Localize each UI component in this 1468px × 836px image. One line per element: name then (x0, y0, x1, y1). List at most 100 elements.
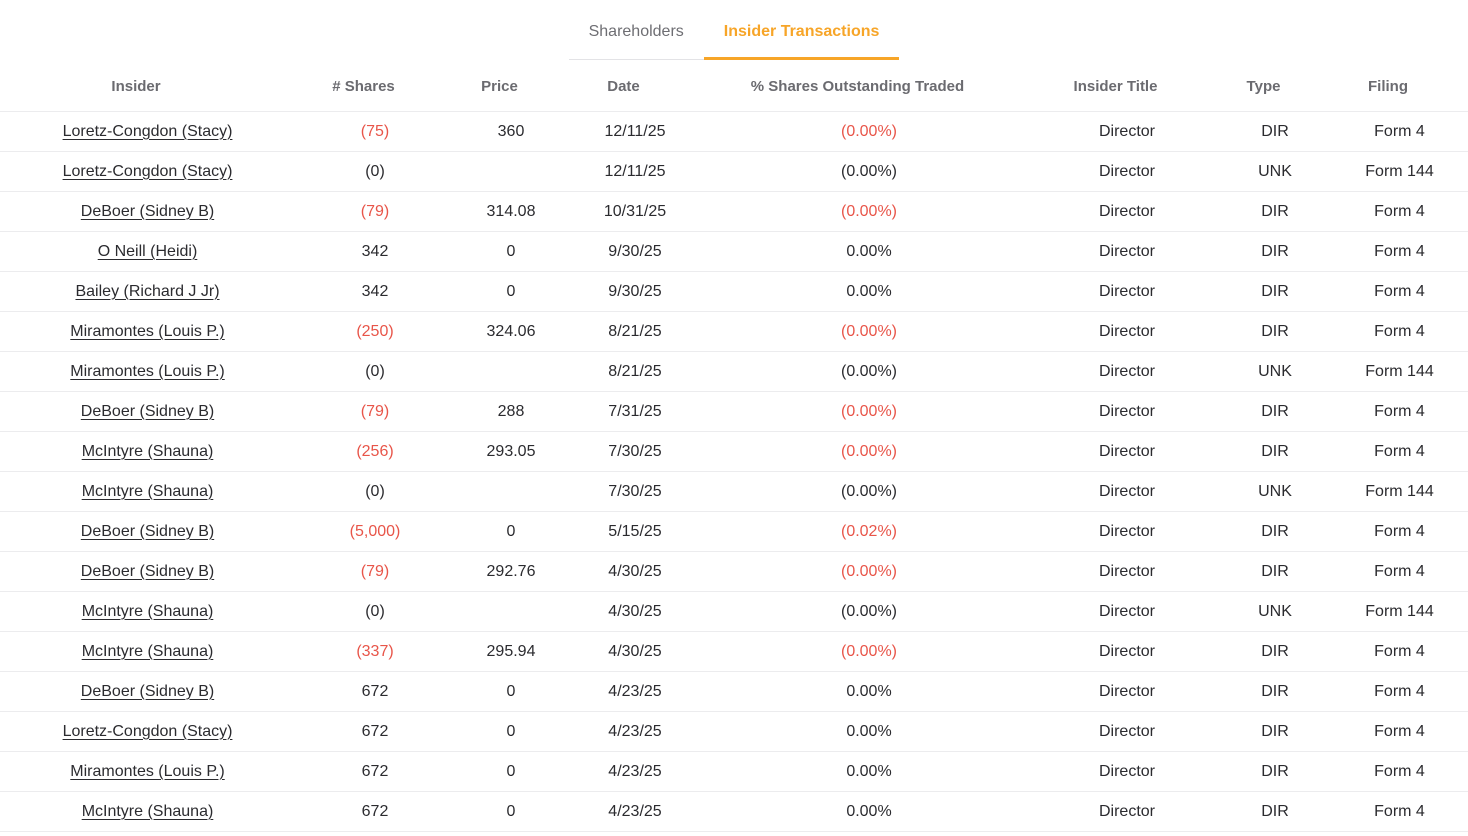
insider-title-cell: Director (1035, 751, 1219, 792)
filing-cell: Form 144 (1331, 471, 1468, 512)
insider-title-cell: Director (1035, 791, 1219, 832)
pct-outstanding-cell: (0.00%) (703, 591, 1035, 632)
insider-link[interactable]: DeBoer (Sidney B) (80, 522, 215, 540)
price-cell: 293.05 (455, 431, 567, 472)
insider-link[interactable]: Loretz-Congdon (Stacy) (62, 722, 233, 740)
price-cell: 0 (455, 671, 567, 712)
pct-outstanding-cell: (0.00%) (703, 431, 1035, 472)
shares-cell: 342 (295, 271, 455, 312)
insider-cell: Miramontes (Louis P.) (0, 311, 295, 352)
col-header-shares: # Shares (295, 60, 455, 112)
insider-title-cell: Director (1035, 511, 1219, 552)
table-row: Miramontes (Louis P.) 672 0 4/23/25 0.00% Dir… (0, 751, 1468, 792)
filing-cell: Form 4 (1331, 631, 1468, 672)
insider-title-cell: Director (1035, 671, 1219, 712)
insider-title-cell: Director (1035, 471, 1219, 512)
insider-cell: Miramontes (Louis P.) (0, 351, 295, 392)
insider-title-cell: Director (1035, 271, 1219, 312)
price-cell (455, 351, 567, 392)
tab-shareholders[interactable]: Shareholders (568, 0, 704, 60)
filing-cell: Form 4 (1331, 751, 1468, 792)
insider-link[interactable]: Loretz-Congdon (Stacy) (62, 122, 233, 140)
shares-cell: (79) (295, 191, 455, 232)
insider-link[interactable]: DeBoer (Sidney B) (80, 202, 215, 220)
date-cell: 9/30/25 (567, 231, 703, 272)
tab-insider-transactions[interactable]: Insider Transactions (703, 0, 900, 60)
insider-link[interactable]: Miramontes (Louis P.) (70, 322, 225, 340)
shares-cell: (250) (295, 311, 455, 352)
col-header-pct-outstanding: % Shares Outstanding Traded (703, 60, 1035, 112)
shares-cell: 672 (295, 671, 455, 712)
insider-link[interactable]: McIntyre (Shauna) (81, 802, 214, 820)
pct-outstanding-cell: 0.00% (703, 751, 1035, 792)
price-cell (455, 151, 567, 192)
insider-link[interactable]: McIntyre (Shauna) (81, 482, 214, 500)
date-cell: 4/30/25 (567, 591, 703, 632)
filing-cell: Form 144 (1331, 351, 1468, 392)
price-cell: 0 (455, 751, 567, 792)
price-cell: 0 (455, 511, 567, 552)
insider-link[interactable]: McIntyre (Shauna) (81, 602, 214, 620)
table-row: DeBoer (Sidney B) (79) 292.76 4/30/25 (0.00%… (0, 551, 1468, 592)
filing-cell: Form 4 (1331, 391, 1468, 432)
filing-cell: Form 4 (1331, 191, 1468, 232)
type-cell: DIR (1219, 711, 1331, 752)
insider-link[interactable]: McIntyre (Shauna) (81, 642, 214, 660)
insider-cell: DeBoer (Sidney B) (0, 191, 295, 232)
insider-link[interactable]: Miramontes (Louis P.) (70, 362, 225, 380)
insider-link[interactable]: Miramontes (Louis P.) (70, 762, 225, 780)
table-row: McIntyre (Shauna) 672 0 4/23/25 0.00% Directo… (0, 791, 1468, 832)
table-row: O Neill (Heidi) 342 0 9/30/25 0.00% Director D… (0, 231, 1468, 272)
type-cell: UNK (1219, 471, 1331, 512)
insider-link[interactable]: Loretz-Congdon (Stacy) (62, 162, 233, 180)
insider-link[interactable]: DeBoer (Sidney B) (80, 402, 215, 420)
filing-cell: Form 4 (1331, 431, 1468, 472)
insider-link[interactable]: Bailey (Richard J Jr) (75, 282, 220, 300)
price-cell: 324.06 (455, 311, 567, 352)
date-cell: 7/30/25 (567, 431, 703, 472)
shares-cell: (0) (295, 151, 455, 192)
insider-link[interactable]: DeBoer (Sidney B) (80, 682, 215, 700)
insider-cell: McIntyre (Shauna) (0, 591, 295, 632)
type-cell: DIR (1219, 111, 1331, 152)
type-cell: UNK (1219, 591, 1331, 632)
insider-title-cell: Director (1035, 231, 1219, 272)
insider-title-cell: Director (1035, 191, 1219, 232)
insider-title-cell: Director (1035, 551, 1219, 592)
table-body: Loretz-Congdon (Stacy) (75) 360 12/11/25 (0.… (0, 111, 1468, 832)
col-header-insider: Insider (0, 60, 295, 112)
date-cell: 7/31/25 (567, 391, 703, 432)
pct-outstanding-cell: (0.00%) (703, 311, 1035, 352)
insider-link[interactable]: O Neill (Heidi) (97, 242, 198, 260)
table-row: DeBoer (Sidney B) (5,000) 0 5/15/25 (0.02%) D… (0, 511, 1468, 552)
shares-cell: 342 (295, 231, 455, 272)
date-cell: 12/11/25 (567, 111, 703, 152)
filing-cell: Form 4 (1331, 711, 1468, 752)
shares-cell: (0) (295, 351, 455, 392)
date-cell: 4/23/25 (567, 791, 703, 832)
insider-cell: McIntyre (Shauna) (0, 471, 295, 512)
insider-cell: Loretz-Congdon (Stacy) (0, 111, 295, 152)
table-header: Insider # Shares Price Date % Shares Out… (0, 60, 1468, 112)
table-row: McIntyre (Shauna) (0) 7/30/25 (0.00%) Direct… (0, 471, 1468, 512)
shares-cell: (79) (295, 391, 455, 432)
filing-cell: Form 4 (1331, 791, 1468, 832)
insider-cell: DeBoer (Sidney B) (0, 511, 295, 552)
insider-cell: O Neill (Heidi) (0, 231, 295, 272)
date-cell: 4/23/25 (567, 671, 703, 712)
insider-link[interactable]: McIntyre (Shauna) (81, 442, 214, 460)
insider-link[interactable]: DeBoer (Sidney B) (80, 562, 215, 580)
insider-cell: McIntyre (Shauna) (0, 791, 295, 832)
col-header-price: Price (455, 60, 567, 112)
insider-cell: Miramontes (Louis P.) (0, 751, 295, 792)
col-header-filing: Filing (1331, 60, 1468, 112)
price-cell: 0 (455, 271, 567, 312)
type-cell: DIR (1219, 751, 1331, 792)
filing-cell: Form 4 (1331, 551, 1468, 592)
insider-cell: McIntyre (Shauna) (0, 631, 295, 672)
pct-outstanding-cell: (0.00%) (703, 351, 1035, 392)
insider-transactions-table: Insider # Shares Price Date % Shares Out… (0, 60, 1468, 832)
filing-cell: Form 4 (1331, 271, 1468, 312)
table-row: Miramontes (Louis P.) (250) 324.06 8/21/25(… (0, 311, 1468, 352)
